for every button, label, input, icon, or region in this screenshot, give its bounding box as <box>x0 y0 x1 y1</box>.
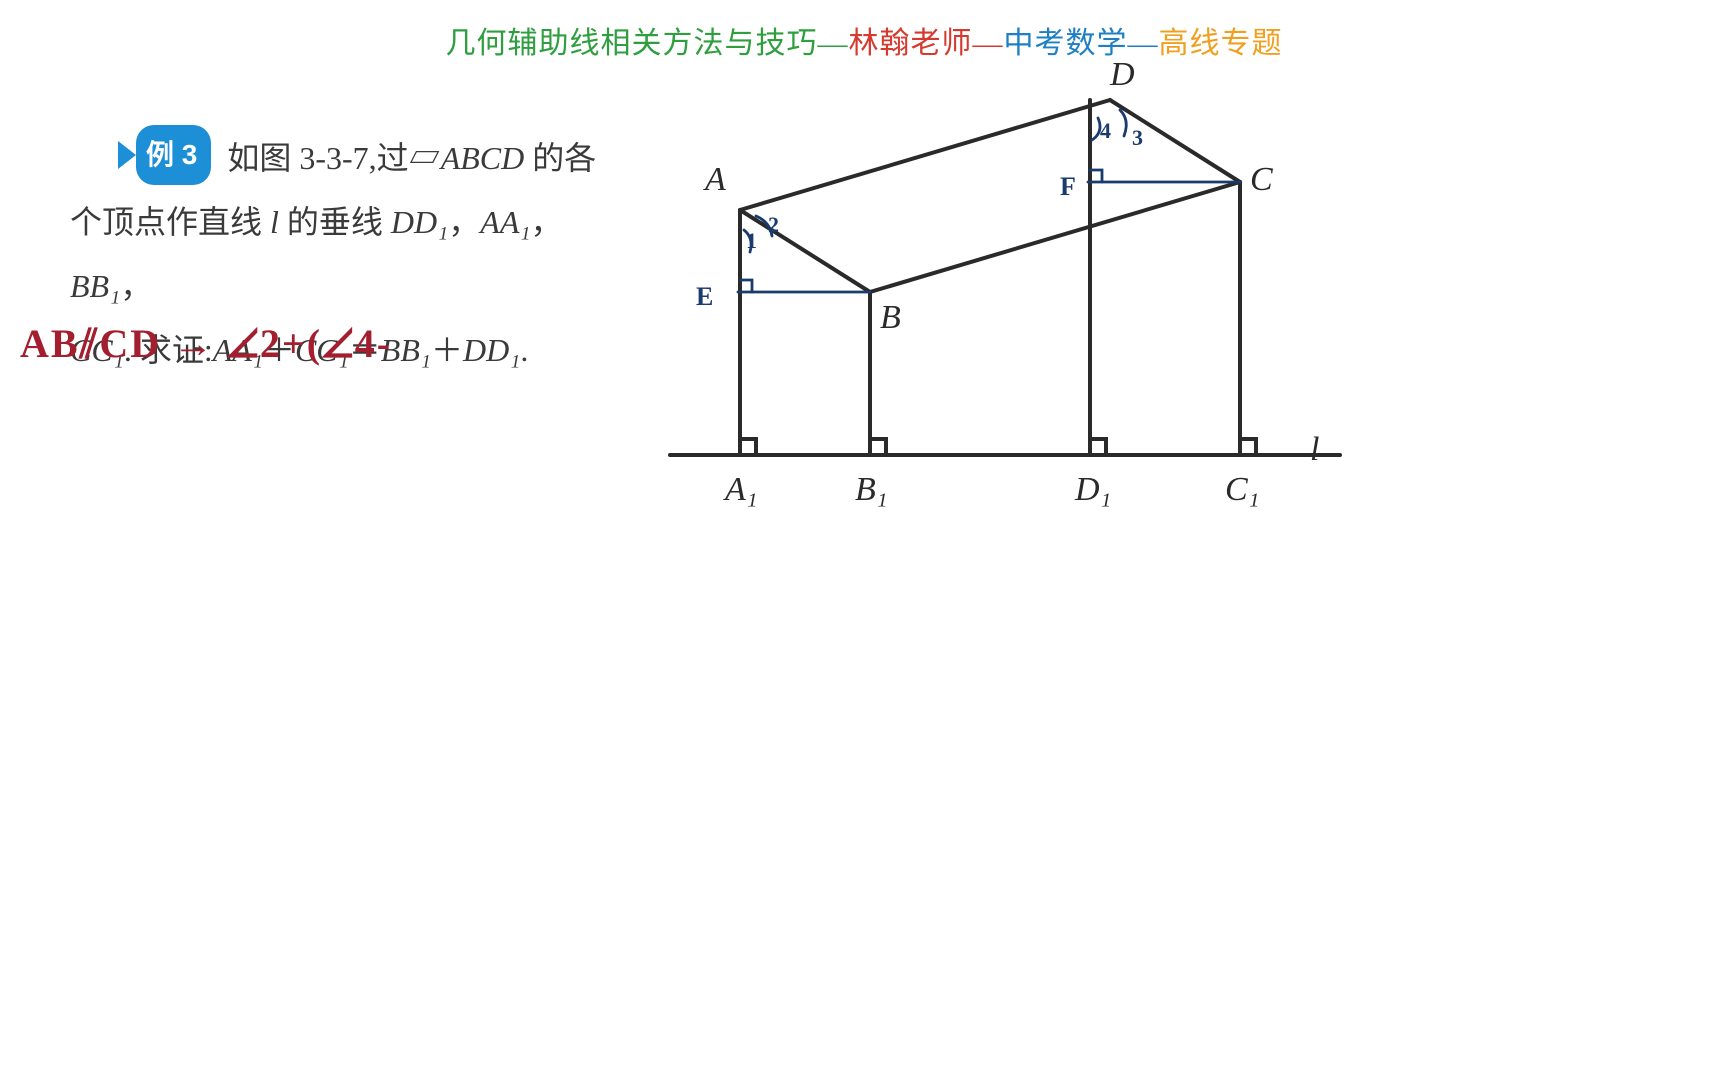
seg-dd1: DD₁ <box>391 204 448 240</box>
label-B1: B₁ <box>855 471 888 508</box>
badge-label: 例 3 <box>136 125 211 185</box>
comma2: ， <box>531 204 563 240</box>
label-B: B <box>880 299 901 336</box>
label-D1: D₁ <box>1074 471 1111 508</box>
page-title: 几何辅助线相关方法与技巧—林翰老师—中考数学—高线专题 <box>0 18 1728 62</box>
seg-aa1: AA₁ <box>480 204 530 240</box>
angle-2: 2 <box>768 212 779 237</box>
example-badge: 例 3 <box>118 125 211 185</box>
title-part-3: 中考数学 <box>1004 27 1128 60</box>
label-F: F <box>1060 172 1076 201</box>
title-dash-3: — <box>1128 27 1159 60</box>
label-E: E <box>696 282 713 311</box>
handwriting-red-text: AB⫽CD → ∠2+(∠4- <box>20 321 392 366</box>
problem-line2a: 个顶点作直线 <box>70 204 270 240</box>
plus2: ＋ <box>431 332 463 368</box>
handwriting-red: AB⫽CD → ∠2+(∠4- <box>20 320 392 367</box>
comma3: ， <box>120 268 152 304</box>
geometry-figure: A B C D A₁ B₁ D₁ C₁ l E F 1 2 3 4 <box>660 60 1380 580</box>
label-l: l <box>1310 431 1319 468</box>
angle-4: 4 <box>1100 118 1111 143</box>
title-dash-2: — <box>973 27 1004 60</box>
label-A1: A₁ <box>723 471 758 508</box>
label-D: D <box>1109 60 1135 93</box>
title-part-2: 林翰老师 <box>849 27 973 60</box>
angle-1: 1 <box>746 228 757 253</box>
figure-svg: A B C D A₁ B₁ D₁ C₁ l E F 1 2 3 4 <box>660 60 1380 580</box>
problem-line1a: 如图 3-3-7,过▱ <box>227 140 440 176</box>
eq-dd1: DD₁ <box>463 332 520 368</box>
title-part-1: 几何辅助线相关方法与技巧 <box>446 27 818 60</box>
title-dash-1: — <box>818 27 849 60</box>
label-C1: C₁ <box>1225 471 1260 508</box>
problem-abcd: ABCD <box>441 140 525 176</box>
problem-line2b: 的垂线 <box>279 204 391 240</box>
label-C: C <box>1250 161 1273 198</box>
problem-l: l <box>270 204 279 240</box>
period: . <box>520 332 528 368</box>
label-A: A <box>703 161 726 198</box>
badge-arrow-icon <box>118 141 136 169</box>
comma1: ， <box>448 204 480 240</box>
problem-line1c: 的各 <box>524 140 596 176</box>
angle-3: 3 <box>1132 125 1143 150</box>
title-part-4: 高线专题 <box>1159 27 1283 60</box>
seg-bb1: BB₁ <box>70 268 120 304</box>
